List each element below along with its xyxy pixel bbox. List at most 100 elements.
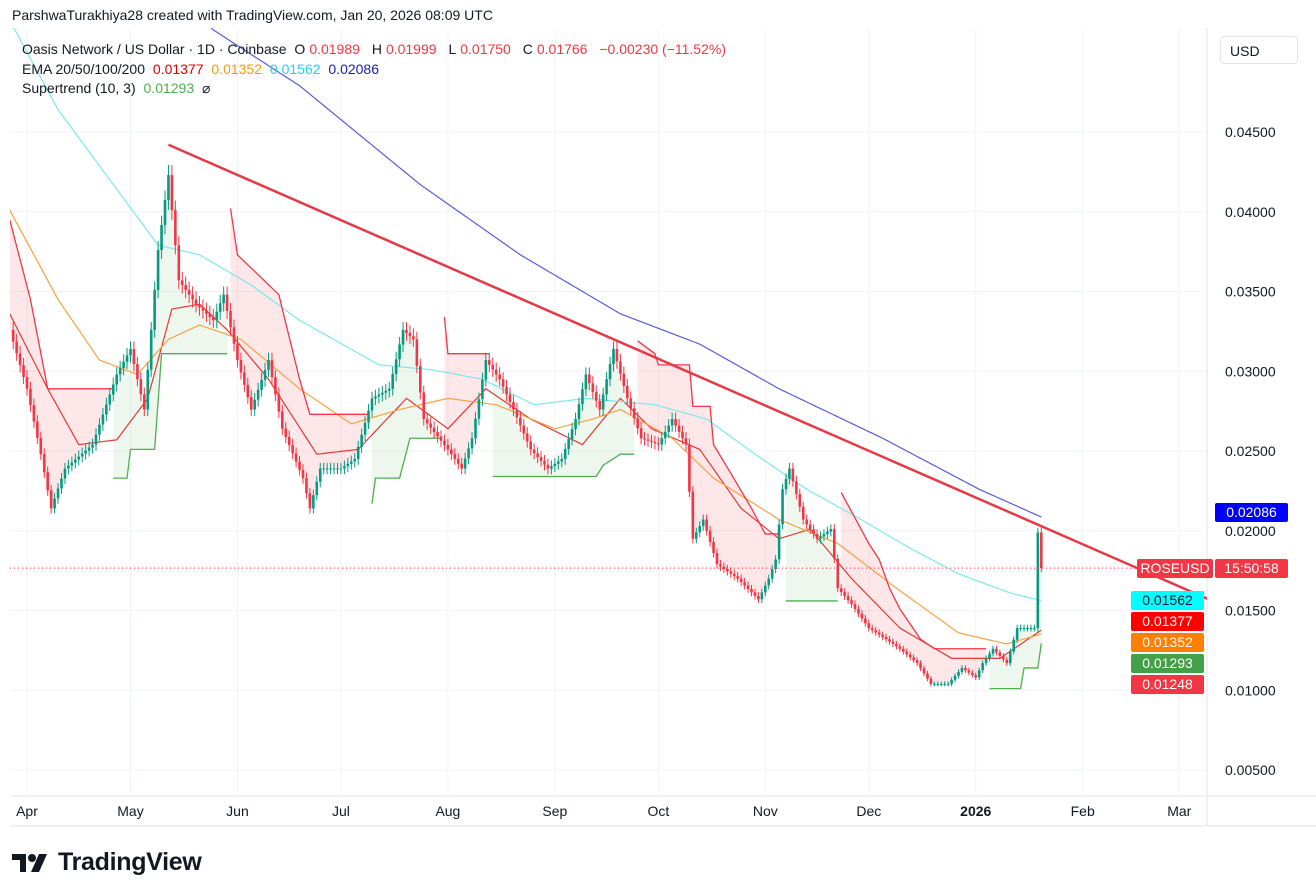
candle-up <box>660 438 664 445</box>
x-tick-label: Jul <box>332 803 350 819</box>
candle-up <box>981 663 984 671</box>
candle-down <box>208 313 212 318</box>
candle-down <box>18 353 22 366</box>
grid <box>10 28 1207 796</box>
candle-down <box>270 360 274 378</box>
candle-down <box>615 348 619 362</box>
candle-up <box>467 448 470 459</box>
legend-symbol-row[interactable]: Oasis Network / US Dollar · 1D · Coinbas… <box>22 40 730 60</box>
candle-up <box>957 671 960 676</box>
candle-up <box>153 289 156 330</box>
candle-down <box>308 493 312 509</box>
candle-up <box>377 394 381 397</box>
candle-down <box>532 449 536 454</box>
candle-down <box>246 384 250 398</box>
candle-up <box>336 468 339 470</box>
candle-down <box>42 454 46 473</box>
candle-up <box>777 524 781 560</box>
candle-down <box>515 409 519 418</box>
candle-down <box>805 519 808 525</box>
candle-down <box>46 472 49 491</box>
candle-up <box>80 453 84 457</box>
candle-down <box>429 423 432 428</box>
candle-down <box>546 464 550 469</box>
tradingview-logo-icon <box>12 853 47 872</box>
candle-down <box>436 432 439 437</box>
candle-down <box>432 427 436 433</box>
candle-up <box>401 329 405 345</box>
candle-down <box>922 668 926 674</box>
candle-down <box>905 651 909 655</box>
candle-down <box>301 469 305 479</box>
low-label: L <box>448 41 457 57</box>
candle-down <box>867 623 871 629</box>
candle-up <box>1033 628 1036 630</box>
x-tick-label: Nov <box>753 803 778 819</box>
tradingview-logo[interactable]: TradingView <box>12 848 202 877</box>
open-value: 0.01989 <box>309 41 360 57</box>
candle-up <box>608 364 612 380</box>
candle-up <box>370 398 374 411</box>
candle-down <box>808 524 812 530</box>
supertrend-fill-down <box>841 492 987 684</box>
candle-up <box>391 374 394 389</box>
supertrend-label: Supertrend (10, 3) <box>22 80 136 96</box>
candle-down <box>11 329 15 342</box>
candle-up <box>826 531 829 534</box>
candle-up <box>156 250 160 290</box>
price-badge: 0.01293 <box>1131 654 1204 673</box>
candle-up <box>222 294 225 304</box>
candle-up <box>329 468 332 470</box>
candle-down <box>239 360 243 373</box>
candle-up <box>374 396 377 399</box>
candle-down <box>712 541 715 554</box>
candle-down <box>249 397 253 410</box>
candle-up <box>781 489 784 525</box>
candle-up <box>764 585 767 593</box>
legend-supertrend-row[interactable]: Supertrend (10, 3) 0.01293 ⌀ <box>22 79 730 99</box>
candle-down <box>650 440 653 443</box>
currency-selector[interactable]: USD <box>1220 36 1298 64</box>
hidden-visibility-icon[interactable]: ⌀ <box>202 80 211 96</box>
candle-up <box>353 458 357 462</box>
candle-down <box>539 457 543 461</box>
candle-up <box>695 532 698 539</box>
y-tick-label: 0.01500 <box>1225 603 1276 619</box>
candle-down <box>405 329 408 333</box>
candle-down <box>629 398 633 409</box>
price-chart[interactable]: 0.04500 0.04000 0.03500 0.03000 0.02500 0.020… <box>0 0 1316 840</box>
candle-up <box>125 355 129 362</box>
candle-up <box>63 468 67 479</box>
supertrend-fill-down <box>637 340 780 600</box>
candle-down <box>305 478 308 494</box>
candle-up <box>1012 639 1015 652</box>
y-tick-label: 0.04500 <box>1225 124 1276 140</box>
candle-up <box>701 519 705 526</box>
supertrend-line-down <box>229 208 369 415</box>
candle-down <box>498 374 501 380</box>
candle-down <box>722 566 726 570</box>
legend-ema-row[interactable]: EMA 20/50/100/200 0.01377 0.01352 0.0156… <box>22 60 730 80</box>
candle-down <box>812 529 815 534</box>
candle-down <box>494 369 498 375</box>
candle-up <box>381 392 384 395</box>
candle-down <box>591 383 595 392</box>
candle-down <box>884 636 888 640</box>
candle-up <box>819 536 822 539</box>
candle-down <box>594 391 598 401</box>
candle-down <box>1005 659 1009 664</box>
candle-up <box>584 374 588 390</box>
candle-up <box>470 438 474 449</box>
candle-down <box>912 657 915 661</box>
y-tick-label: 0.02000 <box>1225 523 1276 539</box>
candle-down <box>898 646 902 649</box>
ema20-line <box>10 303 1042 659</box>
candle-up <box>360 434 363 447</box>
candle-down <box>919 663 922 669</box>
candle-up <box>77 456 81 460</box>
candle-down <box>688 444 691 492</box>
candle-down <box>229 311 232 328</box>
candle-up <box>332 468 336 470</box>
candle-down <box>833 529 836 559</box>
y-tick-label: 0.02500 <box>1225 443 1276 459</box>
